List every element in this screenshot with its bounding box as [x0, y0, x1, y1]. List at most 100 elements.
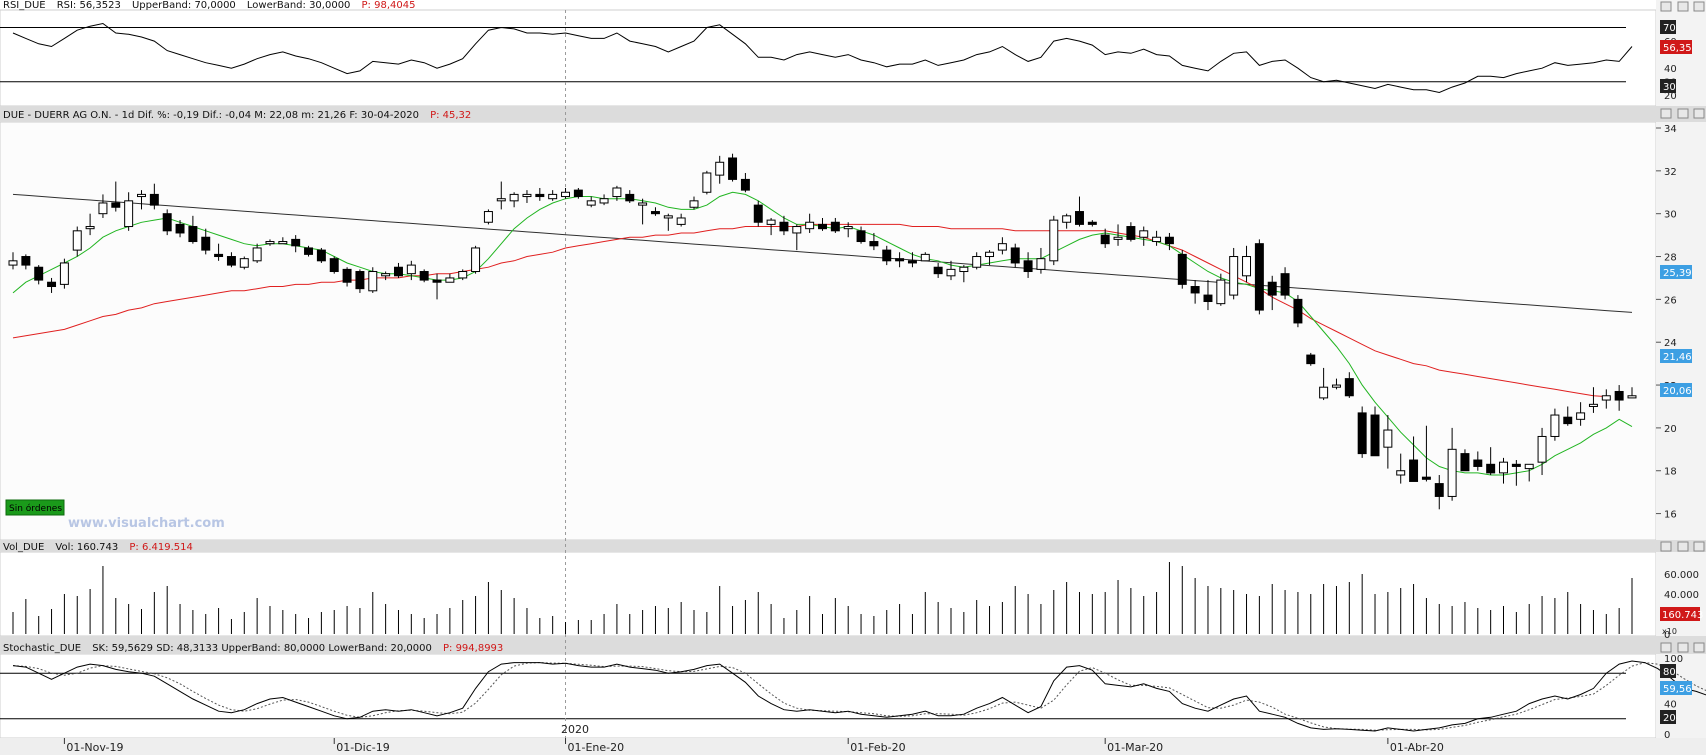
candle	[715, 155, 725, 184]
candle	[1447, 427, 1457, 501]
window-icon[interactable]	[1677, 642, 1689, 653]
rsi-value: RSI: 56,3523	[57, 0, 121, 11]
x-tick-label: 01-Ene-20	[568, 741, 625, 754]
candle	[72, 226, 82, 257]
svg-text:25,39: 25,39	[1663, 268, 1692, 279]
candle	[740, 172, 750, 193]
volume-label: Vol_DUE	[3, 542, 44, 553]
candle	[368, 267, 378, 293]
x-tick-label: 01-Mar-20	[1107, 741, 1163, 754]
candle	[1627, 387, 1637, 399]
price-tick-label: 32	[1664, 167, 1677, 178]
candle	[869, 232, 879, 251]
stoch-panel-buttons[interactable]	[1660, 642, 1705, 653]
maximize-icon[interactable]	[1660, 1, 1672, 12]
price-tick-label: 34	[1664, 124, 1677, 135]
candle	[239, 256, 249, 270]
candle	[959, 265, 969, 283]
candle	[586, 196, 596, 208]
volume-tick-label: 60.000	[1664, 570, 1699, 581]
candle	[188, 215, 198, 244]
candle	[1254, 239, 1264, 315]
svg-text:Sin órdenes: Sin órdenes	[9, 503, 62, 514]
close-icon[interactable]	[1693, 1, 1705, 12]
candle	[1473, 451, 1483, 471]
candle	[830, 217, 840, 233]
candle	[1499, 457, 1508, 484]
candle	[728, 153, 738, 182]
svg-text:21,46: 21,46	[1663, 352, 1692, 363]
candle	[1152, 230, 1162, 246]
svg-text:70: 70	[1663, 23, 1676, 34]
candle	[59, 258, 69, 289]
svg-text:30: 30	[1663, 82, 1676, 93]
candle	[226, 252, 236, 268]
candle	[573, 187, 583, 199]
candle	[8, 252, 18, 270]
candle	[561, 187, 570, 199]
window-icon[interactable]	[1677, 541, 1689, 552]
stoch-value: SK: 59,5629 SD: 48,3133 UpperBand: 80,00…	[92, 643, 432, 654]
candle	[843, 222, 853, 238]
candle	[1049, 215, 1059, 266]
window-icon[interactable]	[1677, 108, 1689, 119]
window-icon[interactable]	[1677, 1, 1689, 12]
rsi-panel-buttons[interactable]	[1660, 1, 1705, 12]
watermark: www.visualchart.com	[68, 516, 225, 531]
x-tick-label: 01-Dic-19	[336, 741, 390, 754]
maximize-icon[interactable]	[1660, 642, 1672, 653]
candle	[1601, 389, 1611, 409]
stoch-label: Stochastic_DUE	[3, 643, 81, 654]
volume-multiplier: x10	[1662, 627, 1677, 636]
candle	[34, 265, 44, 285]
candle	[1267, 275, 1277, 311]
stoch-p: P: 994,8993	[443, 643, 503, 654]
x-tick-label: 01-Nov-19	[66, 741, 123, 754]
candle	[1242, 245, 1252, 283]
svg-text:80: 80	[1663, 667, 1676, 678]
candle	[1293, 295, 1303, 328]
candle	[1344, 372, 1354, 398]
candle	[85, 213, 95, 236]
candle	[406, 260, 416, 281]
candle	[381, 271, 391, 281]
stoch-value-badge: 59,56	[1660, 681, 1692, 695]
maximize-icon[interactable]	[1660, 108, 1672, 119]
candles	[8, 153, 1637, 510]
candle	[1010, 243, 1020, 268]
candle	[1370, 406, 1380, 457]
close-icon[interactable]	[1693, 541, 1705, 552]
price-badge-last: 21,46	[1660, 349, 1692, 363]
volume-tick-label: 0	[1664, 630, 1670, 641]
close-icon[interactable]	[1693, 108, 1705, 119]
close-icon[interactable]	[1693, 642, 1705, 653]
candle	[1036, 247, 1046, 274]
candle	[548, 190, 558, 201]
candle	[1177, 250, 1187, 289]
candle	[663, 213, 673, 231]
rsi-tick-label: 40	[1664, 64, 1677, 75]
candle	[1023, 252, 1033, 278]
svg-text:59,56: 59,56	[1663, 684, 1692, 695]
rsi-upper-badge: 70	[1660, 20, 1676, 34]
candle	[445, 273, 455, 283]
candle	[972, 252, 982, 270]
maximize-icon[interactable]	[1660, 541, 1672, 552]
candle	[329, 256, 339, 274]
sin-ordenes-button[interactable]: Sin órdenes	[5, 499, 65, 516]
candle	[1576, 402, 1586, 426]
candle	[393, 262, 403, 278]
stoch-upper-badge: 80	[1660, 664, 1676, 678]
candle	[1409, 436, 1419, 482]
candle	[625, 190, 635, 203]
volume-panel-buttons[interactable]	[1660, 541, 1705, 552]
candle	[1319, 367, 1329, 401]
x-tick-label: 01-Feb-20	[850, 741, 905, 754]
candle	[676, 213, 686, 227]
candle	[599, 194, 609, 206]
candle	[1588, 387, 1598, 413]
price-panel-buttons[interactable]	[1660, 108, 1705, 119]
candle	[997, 237, 1007, 255]
candle	[21, 254, 31, 270]
